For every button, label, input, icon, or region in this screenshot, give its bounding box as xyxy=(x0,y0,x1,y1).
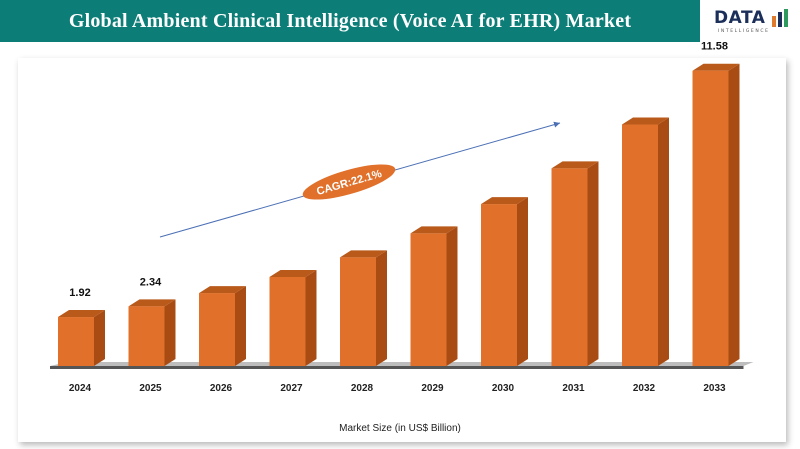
bar-front xyxy=(128,306,165,366)
tick-label-2028: 2028 xyxy=(351,383,374,394)
bar-side xyxy=(728,63,740,367)
logo-bars-icon xyxy=(772,9,794,27)
bar-top xyxy=(199,286,246,294)
bar-2026 xyxy=(199,286,246,366)
datam-logo: DATA INTELLIGENCE xyxy=(712,4,796,40)
cagr-badge-shape xyxy=(302,164,396,200)
tick-label-2025: 2025 xyxy=(139,383,162,394)
bar-top xyxy=(58,310,105,318)
tick-label-2030: 2030 xyxy=(492,383,515,394)
tick-label-2033: 2033 xyxy=(703,383,726,394)
bar-side xyxy=(164,299,176,366)
bar-front xyxy=(481,204,517,366)
bar-side xyxy=(305,270,317,366)
data-label-2024: 1.92 xyxy=(69,287,90,299)
bar-top xyxy=(622,117,669,125)
bar-front xyxy=(58,317,94,366)
logo-subtitle: INTELLIGENCE xyxy=(718,29,770,34)
bar-front xyxy=(410,233,447,366)
bar-2033 xyxy=(692,63,740,367)
data-label-2033: 11.58 xyxy=(701,41,728,53)
bar-top xyxy=(481,197,528,205)
tick-label-2026: 2026 xyxy=(210,383,233,394)
bar-side xyxy=(587,161,599,366)
bar-2031 xyxy=(551,161,599,366)
chart-floor-edge xyxy=(50,366,744,369)
bar-2027 xyxy=(269,270,317,366)
bar-2025 xyxy=(128,299,176,366)
bar-front xyxy=(551,168,588,366)
bar-front xyxy=(199,293,235,366)
bar-2029 xyxy=(410,226,458,366)
bar-front xyxy=(692,70,729,367)
bar-2028 xyxy=(340,250,387,366)
tick-label-2032: 2032 xyxy=(633,383,656,394)
header-bar: Global Ambient Clinical Intelligence (Vo… xyxy=(0,0,700,42)
bar-side xyxy=(446,226,458,366)
tick-label-2027: 2027 xyxy=(280,383,303,394)
bar-side xyxy=(94,310,105,366)
tick-label-2029: 2029 xyxy=(421,383,444,394)
data-label-2025: 2.34 xyxy=(140,276,162,288)
bar-top xyxy=(340,250,387,258)
tick-label-2024: 2024 xyxy=(69,383,92,394)
cagr-badge: CAGR:22.1% xyxy=(302,164,396,200)
bar-top xyxy=(551,161,599,169)
tick-label-2031: 2031 xyxy=(562,383,585,394)
bar-top xyxy=(128,299,176,307)
logo-word: DATA xyxy=(714,8,766,28)
bar-top xyxy=(269,270,317,278)
bar-side xyxy=(376,250,387,366)
bar-top xyxy=(692,63,740,71)
bar-2030 xyxy=(481,197,528,366)
bar-front xyxy=(269,277,306,366)
bar-2024 xyxy=(58,310,105,366)
bar-top xyxy=(410,226,458,234)
page-title: Global Ambient Clinical Intelligence (Vo… xyxy=(68,9,632,32)
bar-side xyxy=(235,286,246,366)
bar-2032 xyxy=(622,117,669,366)
x-axis-label: Market Size (in US$ Billion) xyxy=(339,423,461,434)
bar-front xyxy=(622,124,658,366)
bar-side xyxy=(658,117,669,366)
bar-front xyxy=(340,257,376,366)
bar-side xyxy=(517,197,528,366)
